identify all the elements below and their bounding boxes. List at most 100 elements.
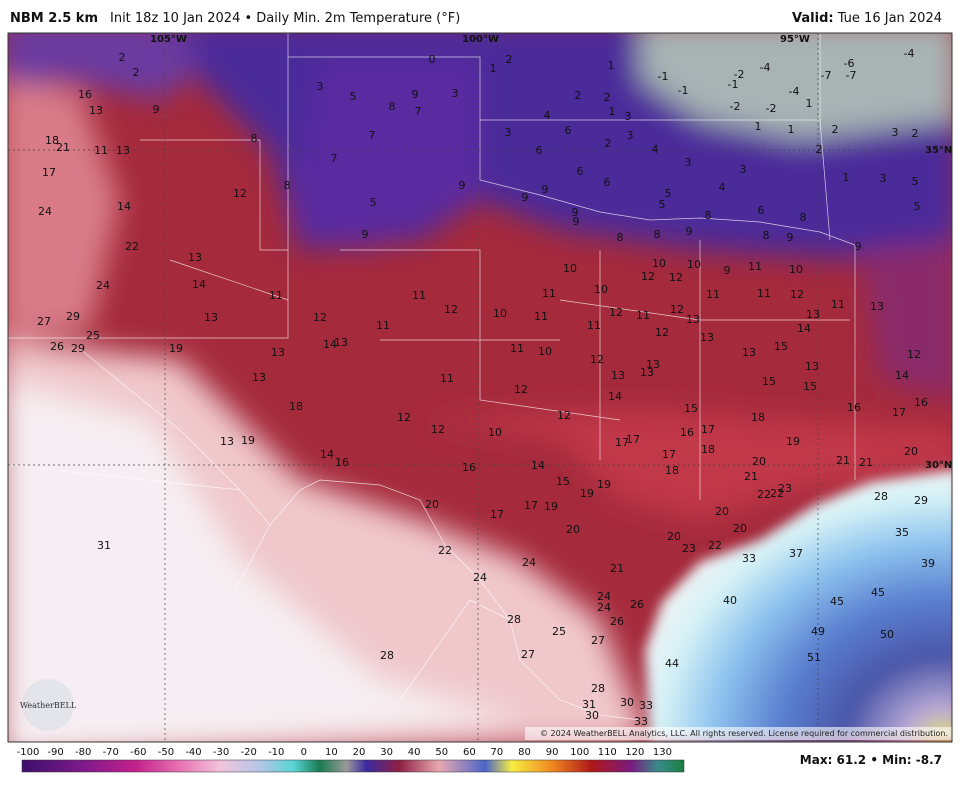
lon-label: 105°W [150, 34, 187, 45]
temperature-label: 12 [669, 271, 683, 284]
temperature-label: 18 [751, 411, 765, 424]
temperature-label: 4 [719, 181, 726, 194]
temperature-label: 20 [715, 505, 729, 518]
temperature-label: 19 [241, 434, 255, 447]
temperature-label: 12 [670, 303, 684, 316]
temperature-label: 9 [362, 228, 369, 241]
temperature-label: 4 [544, 109, 551, 122]
colorbar-tick-label: -100 [17, 747, 40, 758]
temperature-label: 0 [429, 53, 436, 66]
temperature-label: -1 [658, 70, 669, 83]
temperature-label: 8 [705, 209, 712, 222]
temperature-label: 22 [708, 539, 722, 552]
description: Init 18z 10 Jan 2024 • Daily Min. 2m Tem… [110, 11, 461, 26]
temperature-label: 19 [544, 500, 558, 513]
temperature-label: 11 [440, 372, 454, 385]
temperature-label: 10 [789, 263, 803, 276]
temperature-label: 33 [634, 715, 648, 728]
temperature-label: 51 [807, 651, 821, 664]
colorbar-tick-label: 100 [570, 747, 589, 758]
temperature-label: 19 [169, 342, 183, 355]
temperature-label: 2 [832, 123, 839, 136]
colorbar-tick-label: 80 [518, 747, 531, 758]
temperature-label: 17 [892, 406, 906, 419]
temperature-label: 9 [724, 264, 731, 277]
colorbar-tick-label: 130 [653, 747, 672, 758]
temperature-label: 26 [610, 615, 624, 628]
temperature-label: -7 [846, 69, 857, 82]
temperature-label: 14 [117, 200, 131, 213]
temperature-label: 21 [610, 562, 624, 575]
temperature-label: 8 [389, 100, 396, 113]
temperature-label: 13 [806, 308, 820, 321]
temperature-label: 21 [744, 470, 758, 483]
temperature-label: 9 [572, 206, 579, 219]
temperature-label: 7 [331, 152, 338, 165]
header: NBM 2.5 km Init 18z 10 Jan 2024 • Daily … [0, 0, 960, 33]
temperature-label: 14 [608, 390, 622, 403]
valid-date: Tue 16 Jan 2024 [837, 11, 942, 26]
temperature-label: 13 [700, 331, 714, 344]
temperature-label: 21 [836, 454, 850, 467]
temperature-label: 1 [608, 59, 615, 72]
stats: Max: 61.2 • Min: -8.7 [799, 753, 942, 767]
temperature-label: 3 [627, 129, 634, 142]
temperature-label: 12 [655, 326, 669, 339]
temperature-label: 35 [895, 526, 909, 539]
temperature-label: 3 [625, 110, 632, 123]
temperature-label: 11 [757, 287, 771, 300]
temperature-label: 1 [843, 171, 850, 184]
temperature-label: 14 [797, 322, 811, 335]
temperature-label: 11 [376, 319, 390, 332]
temperature-label: 13 [611, 369, 625, 382]
temperature-label: -2 [734, 68, 745, 81]
temperature-label: 24 [473, 571, 487, 584]
temperature-label: 13 [870, 300, 884, 313]
temperature-label: 13 [640, 366, 654, 379]
temperature-label: 10 [652, 257, 666, 270]
temperature-label: 9 [787, 231, 794, 244]
temperature-label: 12 [907, 348, 921, 361]
temperature-label: 25 [86, 329, 100, 342]
temperature-label: 23 [778, 482, 792, 495]
temperature-label: 2 [605, 137, 612, 150]
temperature-label: 2 [119, 51, 126, 64]
colorbar-tick-label: 120 [625, 747, 644, 758]
temperature-label: 3 [505, 126, 512, 139]
temperature-label: 10 [687, 258, 701, 271]
temperature-label: -1 [728, 78, 739, 91]
temperature-label: -1 [678, 84, 689, 97]
boundaries [8, 33, 856, 721]
temperature-label: 3 [452, 87, 459, 100]
temperature-label: 2 [816, 143, 823, 156]
temperature-label: 13 [188, 251, 202, 264]
temperature-label: -6 [844, 57, 855, 70]
colorbar-tick-label: -90 [47, 747, 63, 758]
temperature-label: 8 [284, 179, 291, 192]
temperature-label: 13 [686, 313, 700, 326]
temperature-label: 33 [742, 552, 756, 565]
temperature-label: 19 [597, 478, 611, 491]
temperature-label: 13 [220, 435, 234, 448]
temperature-label: 3 [685, 156, 692, 169]
logo-text: WeatherBELL [20, 701, 77, 710]
temperature-label: 10 [493, 307, 507, 320]
temperature-label: 10 [594, 283, 608, 296]
temperature-label: 18 [665, 464, 679, 477]
temperature-label: 20 [733, 522, 747, 535]
temperature-label: 2 [133, 66, 140, 79]
temperature-label: 14 [895, 369, 909, 382]
temperature-label: 11 [94, 144, 108, 157]
temperature-label: 49 [811, 625, 825, 638]
temperature-label: 13 [742, 346, 756, 359]
temperature-label: 9 [412, 88, 419, 101]
model-name: NBM 2.5 km [10, 11, 98, 26]
temperature-label: 25 [552, 625, 566, 638]
temperature-label: 18 [289, 400, 303, 413]
colorbar-tick-label: -80 [75, 747, 91, 758]
temperature-label: 22 [770, 487, 784, 500]
temperature-label: 21 [859, 456, 873, 469]
colorbar-tick-label: -60 [130, 747, 146, 758]
